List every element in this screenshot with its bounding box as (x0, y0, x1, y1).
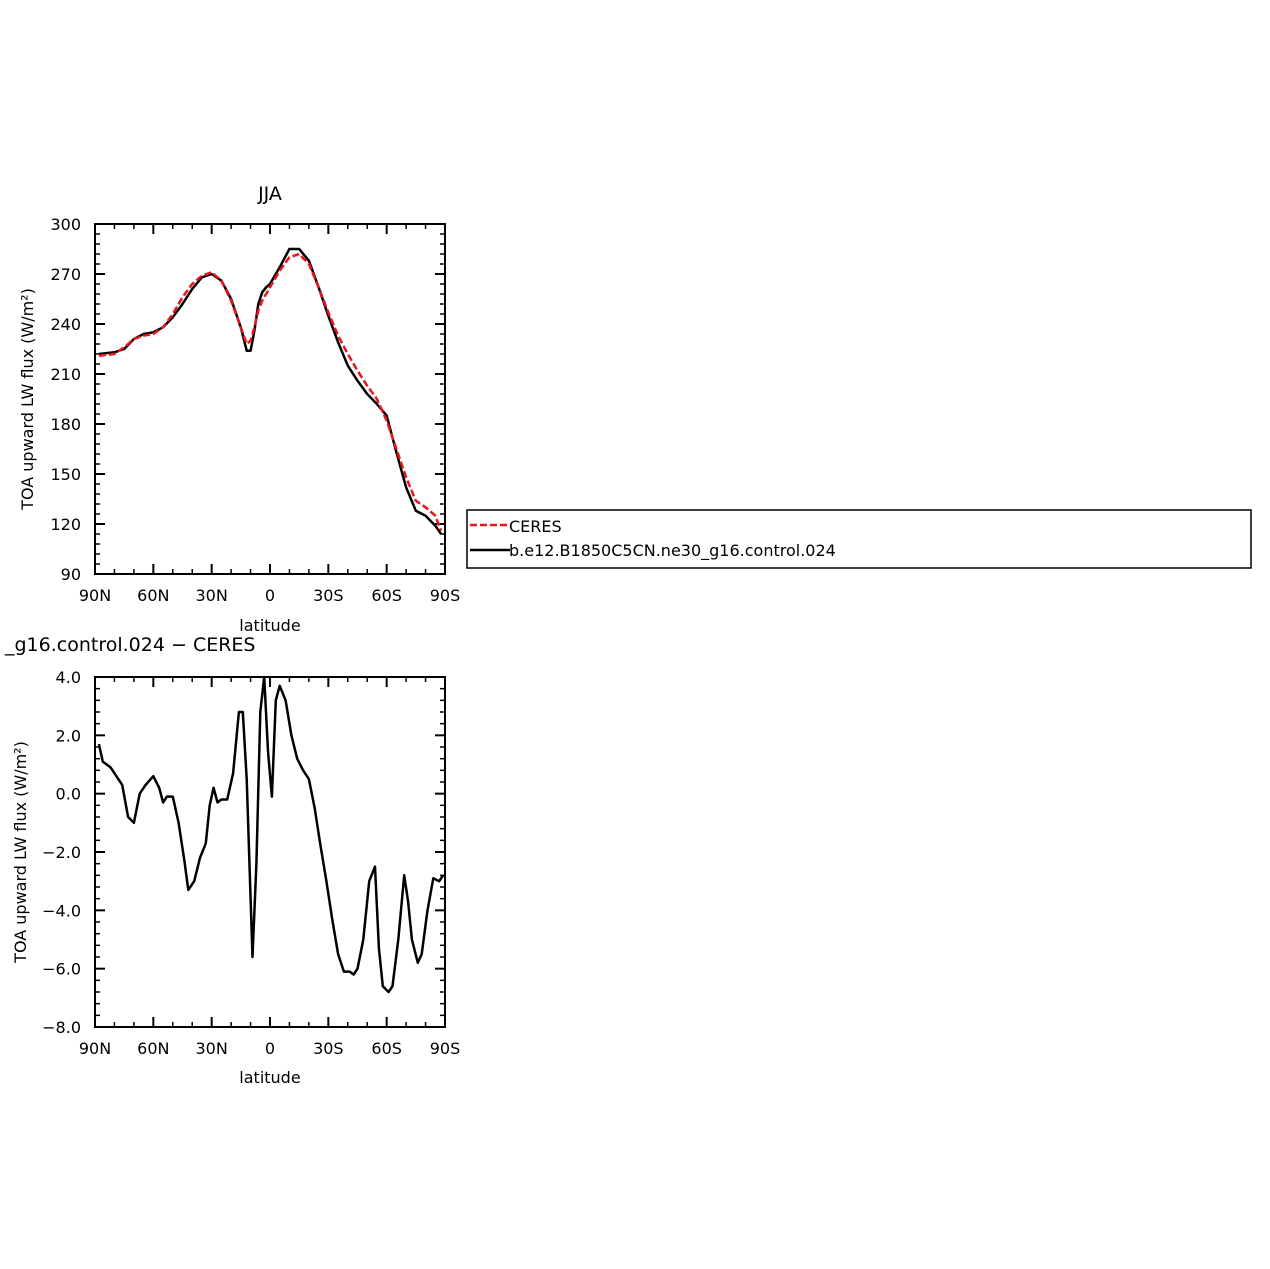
bottom-x-tick-label: 30S (313, 1039, 344, 1058)
bottom-x-tick-label: 60N (137, 1039, 169, 1058)
bottom-y-tick-labels: −8.0 −6.0 −4.0 −2.0 0.0 2.0 4.0 (42, 668, 81, 1037)
top-x-tick-label: 30N (196, 586, 228, 605)
bottom-y-tick-label: 2.0 (56, 726, 81, 745)
bottom-x-tick-label: 30N (196, 1039, 228, 1058)
bottom-y-tick-label: −8.0 (42, 1018, 81, 1037)
top-y-tick-label: 240 (50, 315, 81, 334)
bottom-x-tick-label: 60S (371, 1039, 402, 1058)
top-y-tick-label: 300 (50, 215, 81, 234)
bottom-x-axis-label: latitude (239, 1068, 300, 1087)
bottom-x-tick-label: 90S (430, 1039, 461, 1058)
top-series-layer (98, 247, 443, 535)
top-x-tick-label: 90N (79, 586, 111, 605)
top-panel: JJA 90N 60N 30N 0 30S 60S 90S 90 120 150 180 210 24… (18, 183, 460, 635)
bottom-x-tick-label: 0 (265, 1039, 275, 1058)
top-y-tick-label: 120 (50, 515, 81, 534)
top-y-tick-label: 270 (50, 265, 81, 284)
legend: CERES b.e12.B1850C5CN.ne30_g16.control.0… (466, 509, 1252, 569)
bottom-y-tick-label: −2.0 (42, 843, 81, 862)
top-x-tick-labels: 90N 60N 30N 0 30S 60S 90S (79, 586, 460, 605)
top-x-tick-label: 60N (137, 586, 169, 605)
top-y-tick-label: 150 (50, 465, 81, 484)
bottom-x-tick-label: 90N (79, 1039, 111, 1058)
top-x-tick-label: 90S (430, 586, 461, 605)
top-plot-frame (94, 223, 446, 575)
legend-box (466, 509, 1252, 569)
legend-label-ceres: CERES (509, 517, 562, 536)
top-y-tick-labels: 90 120 150 180 210 240 270 300 (50, 215, 81, 584)
top-y-tick-label: 210 (50, 365, 81, 384)
bottom-y-tick-label: −6.0 (42, 960, 81, 979)
top-x-tick-label: 30S (313, 586, 344, 605)
top-y-tick-label: 90 (61, 565, 81, 584)
bottom-plot-frame (94, 676, 446, 1028)
top-x-axis-label: latitude (239, 616, 300, 635)
top-y-axis-label: TOA upward LW flux (W/m²) (18, 288, 37, 511)
top-chart-title: JJA (257, 183, 282, 205)
legend-label-model: b.e12.B1850C5CN.ne30_g16.control.024 (509, 541, 836, 561)
bottom-panel: _g16.control.024 − CERES 90N 60N 30N 0 30S 60… (4, 634, 460, 1087)
top-series-line-ceres (98, 252, 443, 532)
bottom-y-tick-label: 4.0 (56, 668, 81, 687)
bottom-series-layer (97, 675, 445, 994)
bottom-y-tick-label: −4.0 (42, 901, 81, 920)
bottom-x-tick-labels: 90N 60N 30N 0 30S 60S 90S (79, 1039, 460, 1058)
bottom-y-axis-label: TOA upward LW flux (W/m²) (11, 741, 30, 964)
bottom-series-line-difference (97, 675, 445, 994)
top-y-tick-label: 180 (50, 415, 81, 434)
top-x-tick-label: 0 (265, 586, 275, 605)
bottom-chart-title: _g16.control.024 − CERES (4, 634, 255, 656)
top-x-tick-label: 60S (371, 586, 402, 605)
bottom-y-tick-label: 0.0 (56, 785, 81, 804)
